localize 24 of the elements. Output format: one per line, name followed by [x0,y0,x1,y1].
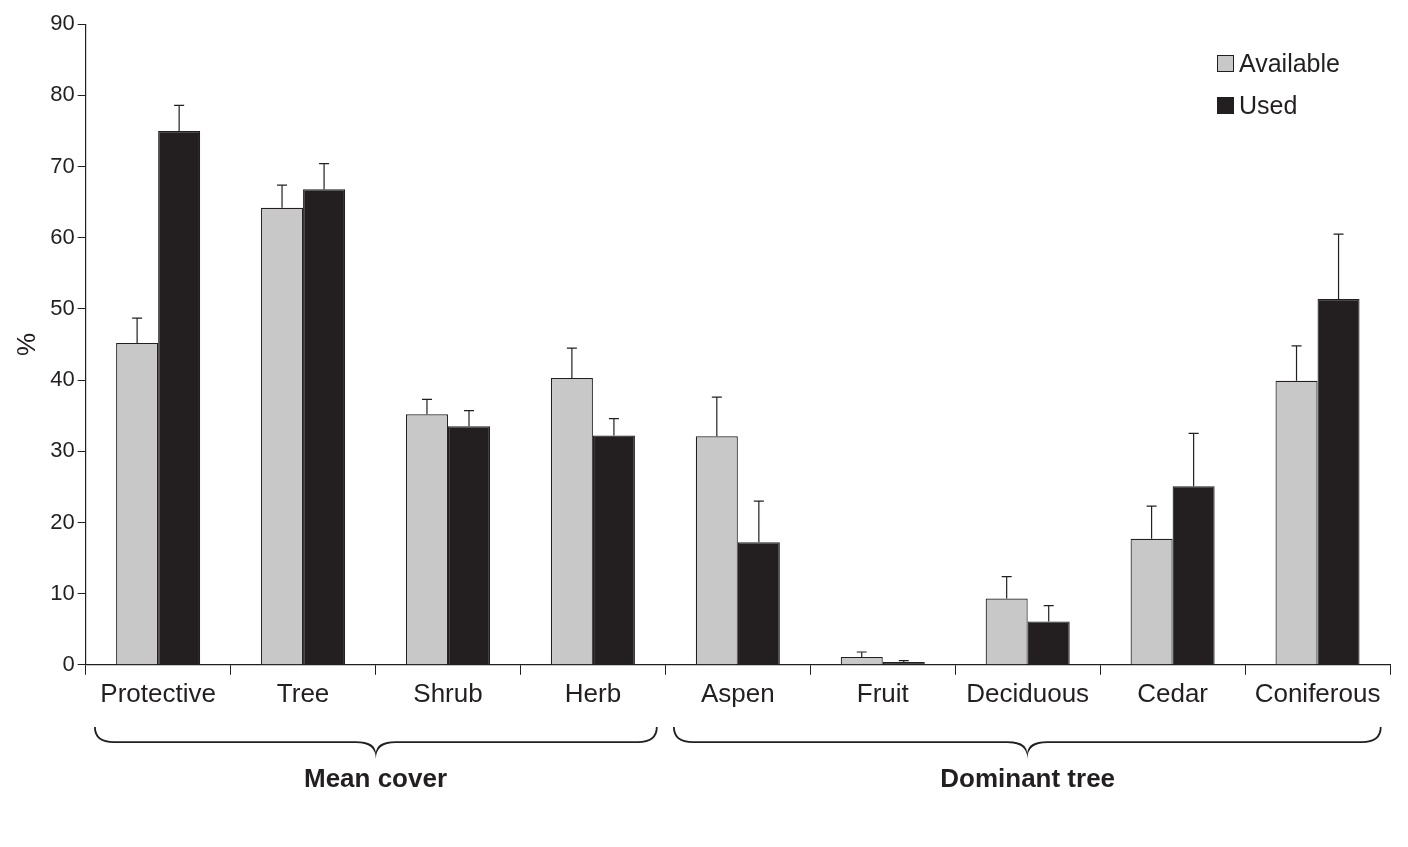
x-tick-label: Coniferous [1254,677,1381,708]
x-tick-label: Aspen [700,677,775,708]
legend-label: Available [1238,48,1340,78]
y-tick-label: 20 [50,508,75,534]
text: Dominant tree [939,762,1117,794]
y-tick-label: 10 [50,579,75,605]
y-tick-label: 70 [50,152,75,178]
x-tick-label: Cedar [1137,677,1209,708]
y-axis-title: % [10,332,41,357]
x-tick-label: Fruit [856,677,910,708]
y-tick-label: 40 [50,366,75,392]
x-tick-label: Shrub [413,677,483,708]
y-tick-label: 0 [62,650,75,676]
y-tick-label: 50 [50,294,75,320]
x-tick-label: Protective [100,677,216,708]
legend-label: Used [1238,90,1298,120]
text: Mean cover [302,762,449,794]
y-tick-label: 90 [50,10,75,36]
y-tick-label: 80 [50,81,75,107]
x-tick-label: Tree [276,677,330,708]
y-tick-label: 60 [50,223,75,249]
x-tick-label: Deciduous [966,677,1090,708]
x-tick-label: Herb [564,677,622,708]
y-tick-label: 30 [50,437,75,463]
